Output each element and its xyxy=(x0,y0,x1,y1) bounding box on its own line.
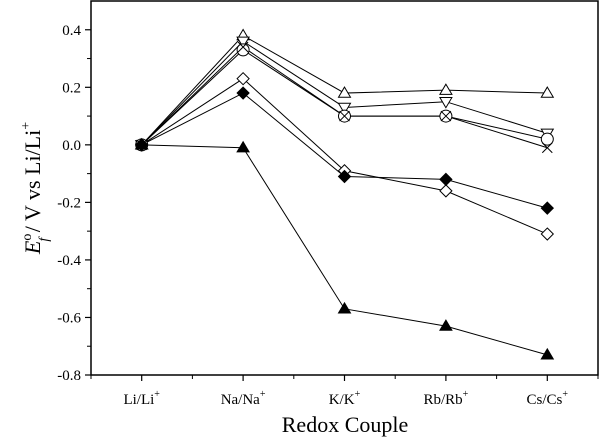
x-tick-label-base: K/K xyxy=(329,392,355,408)
triangle-down-marker xyxy=(439,96,453,109)
x-tick-label-sup: + xyxy=(260,389,266,400)
y-tick-label: 0.4 xyxy=(62,23,81,39)
triangle-marker xyxy=(337,86,352,98)
y-tick-label: 0.0 xyxy=(62,138,81,154)
markers-triangle-up-open xyxy=(134,28,555,150)
diamond-marker xyxy=(236,86,250,100)
triangle-marker xyxy=(439,319,453,331)
x-tick-label: Rb/Rb+ xyxy=(423,389,468,408)
triangle-marker xyxy=(337,301,352,314)
markers-diamond-open xyxy=(134,71,555,241)
x-tick-label: Li/Li+ xyxy=(123,389,160,408)
x-tick-label-base: Na/Na xyxy=(221,392,260,408)
y-tick-label: 0.2 xyxy=(62,80,81,96)
x-axis-label: Redox Couple xyxy=(282,412,409,437)
circle-marker xyxy=(540,132,554,146)
circle-marker xyxy=(236,43,250,57)
y-tick-label: -0.2 xyxy=(57,195,81,211)
diamond-marker xyxy=(540,201,555,215)
triangle-marker xyxy=(540,347,555,360)
y-tick-label: -0.6 xyxy=(57,310,81,326)
cross-marker xyxy=(237,41,249,53)
series-diamond-open xyxy=(141,78,548,235)
x-tick-label-base: Li/Li xyxy=(123,392,154,408)
x-tick-label-sup: + xyxy=(463,389,469,400)
series-group xyxy=(134,28,555,360)
cross-marker xyxy=(339,110,350,122)
series-line xyxy=(141,78,548,235)
diamond-marker xyxy=(540,227,555,241)
x-tick-label-sup: + xyxy=(562,389,568,400)
y-tick-label: -0.4 xyxy=(57,253,81,269)
plot-frame xyxy=(90,0,599,376)
markers-triangle-up-filled xyxy=(134,137,555,360)
x-tick-label-base: Rb/Rb xyxy=(423,392,462,408)
x-axis: Li/Li+ Na/Na+ K/K+ Rb/Rb+ Cs/Cs+ xyxy=(90,375,599,408)
diamond-marker xyxy=(439,184,453,198)
triangle-down-marker xyxy=(337,102,352,115)
triangle-down-marker xyxy=(236,36,250,49)
triangle-marker xyxy=(540,86,555,98)
diamond-marker xyxy=(337,169,352,184)
y-axis-label: Eo f / V vs Li/Li+ xyxy=(19,122,52,255)
triangle-marker xyxy=(439,83,453,95)
x-tick-label-sup: + xyxy=(355,389,361,400)
cross-marker xyxy=(440,110,452,122)
x-tick-label: K/K+ xyxy=(329,389,361,408)
diamond-marker xyxy=(439,172,453,187)
x-tick-label-base: Cs/Cs xyxy=(527,392,563,408)
diamond-marker xyxy=(236,71,250,86)
triangle-marker xyxy=(134,137,149,150)
x-tick-label: Cs/Cs+ xyxy=(527,389,569,408)
y-tick-label: -0.8 xyxy=(57,368,81,384)
triangle-marker xyxy=(236,140,250,153)
x-tick-label: Na/Na+ xyxy=(221,389,266,408)
x-tick-label-sup: + xyxy=(154,389,160,400)
cross-marker xyxy=(541,142,553,154)
y-axis: -0.8 -0.6 -0.4 -0.2 0.0 0.2 0.4 xyxy=(57,23,91,384)
